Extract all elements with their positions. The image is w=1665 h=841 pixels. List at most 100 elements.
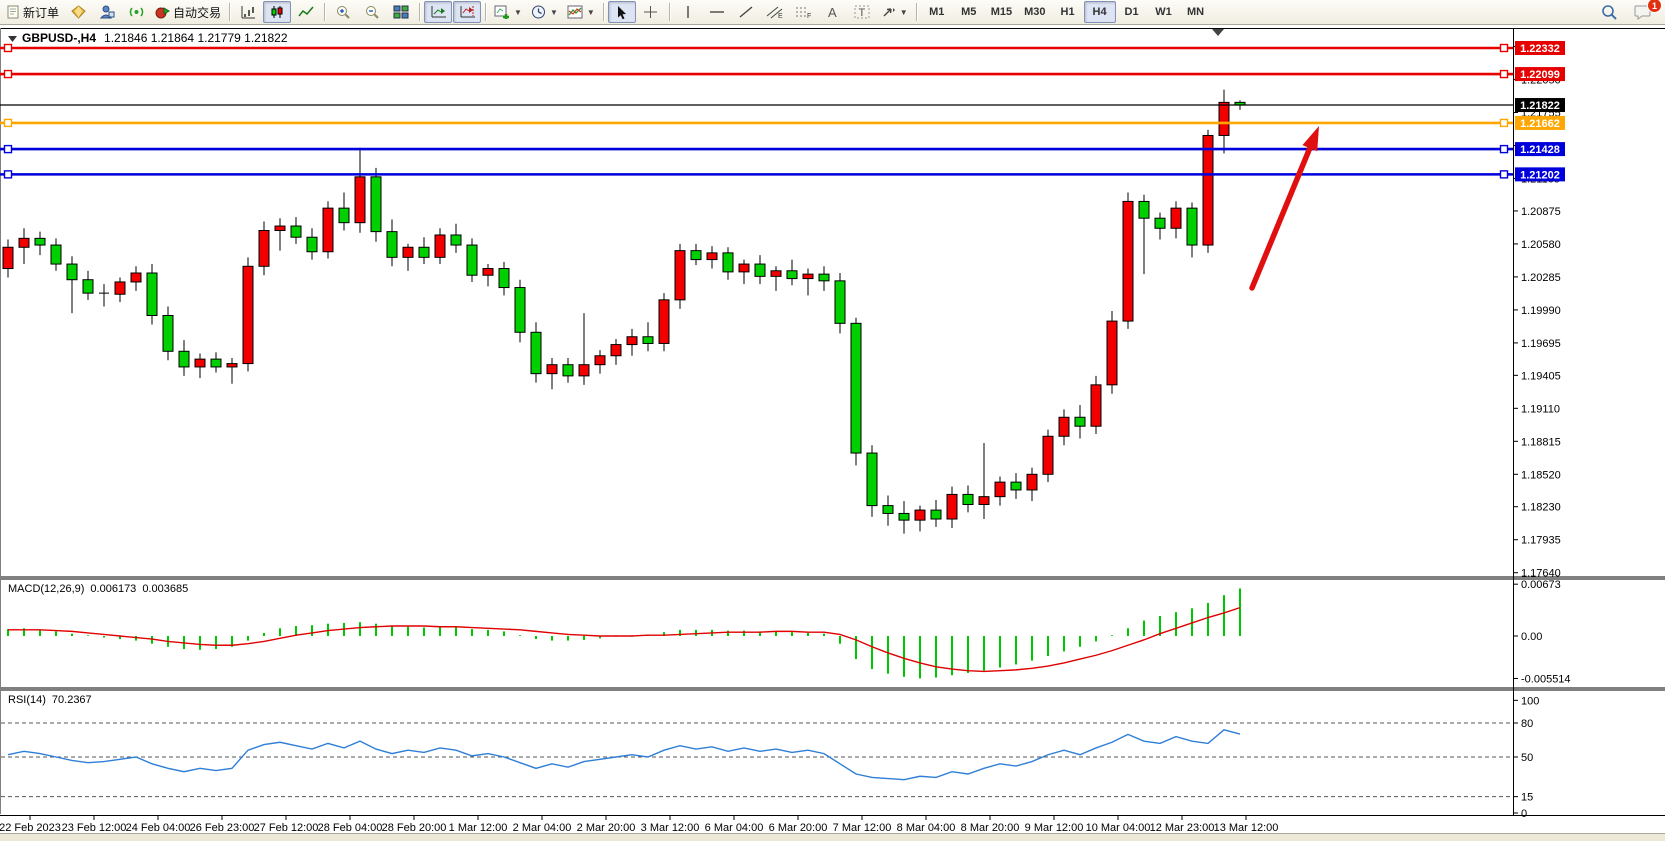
autotrading-button[interactable]: 自动交易 [151, 1, 225, 23]
fibonacci-tool[interactable]: F [790, 1, 818, 23]
timeframe-mn-button[interactable]: MN [1186, 6, 1205, 18]
text-label-icon: T [854, 5, 870, 19]
trendline-icon [739, 6, 753, 18]
trend-arrow-annotation[interactable] [1249, 126, 1319, 291]
svg-text:1.17640: 1.17640 [1521, 568, 1561, 580]
line-anchor[interactable] [3, 170, 13, 179]
line-anchor[interactable] [1499, 144, 1509, 154]
svg-text:E: E [778, 13, 783, 19]
equidistant-channel-tool[interactable]: E [761, 1, 789, 23]
candle-down [178, 350, 190, 368]
price-badge-1.21428: 1.21428 [1515, 142, 1565, 157]
zoom-out-button[interactable] [358, 1, 386, 23]
zoom-in-icon [337, 5, 350, 19]
svg-text:9 Mar 12:00: 9 Mar 12:00 [1025, 822, 1084, 834]
candle-down [146, 272, 158, 316]
time-axis[interactable]: 22 Feb 2023 23 Feb 12:00 24 Feb 04:00 26 Fe… [0, 815, 1278, 834]
tile-windows-button[interactable] [387, 1, 415, 23]
timeframe-h1-button[interactable]: H1 [1060, 6, 1075, 18]
price-axis[interactable]: 1.223451.220501.217551.214601.211651.208… [1513, 41, 1565, 580]
svg-text:1.18230: 1.18230 [1521, 502, 1561, 514]
svg-text:10 Mar 04:00: 10 Mar 04:00 [1086, 822, 1151, 834]
candle-up [1026, 473, 1038, 491]
crosshair-tool-button[interactable] [637, 1, 665, 23]
svg-text:28 Feb 20:00: 28 Feb 20:00 [382, 822, 447, 834]
candle-down [338, 207, 350, 224]
candle-up [1122, 200, 1134, 322]
autoscroll-button[interactable] [424, 1, 453, 23]
line-anchor[interactable] [3, 43, 13, 53]
chart-shift-button[interactable] [453, 1, 482, 23]
new-chart-dropdown[interactable]: ▼ [490, 1, 526, 23]
signals-button[interactable] [122, 1, 150, 23]
vertical-line-tool[interactable] [674, 1, 702, 23]
line-anchor[interactable] [1499, 170, 1509, 179]
clock-icon [531, 5, 545, 19]
price-badge-1.21822: 1.21822 [1515, 98, 1565, 113]
chevron-down-icon: ▼ [586, 7, 595, 17]
svg-text:3 Mar 12:00: 3 Mar 12:00 [641, 822, 700, 834]
timeframe-m15-button[interactable]: M15 [990, 6, 1013, 18]
toolbar-separator [324, 3, 326, 21]
line-anchor[interactable] [1499, 43, 1509, 53]
candle-up [1106, 320, 1118, 386]
horizontal-line-tool[interactable] [703, 1, 731, 23]
notifications-button[interactable]: 1 [1629, 0, 1662, 23]
timeframe-m1-button[interactable]: M1 [929, 6, 945, 18]
community-button[interactable] [93, 1, 121, 23]
indicators-dropdown[interactable]: ▼ [563, 1, 599, 23]
candle-up [354, 176, 366, 224]
timeframe-d1-button[interactable]: D1 [1124, 6, 1139, 18]
line-anchor[interactable] [3, 118, 13, 128]
text-tool[interactable]: A [819, 1, 847, 23]
candlestick-mode-button[interactable] [263, 1, 292, 23]
line-chart-mode-button[interactable] [292, 1, 320, 23]
timeframe-m30-button[interactable]: M30 [1024, 6, 1046, 18]
main-toolbar: 新订单 自动交易 ▼ ▼ [0, 0, 1665, 25]
chevron-down-icon: ▼ [549, 7, 558, 17]
svg-text:1.22332: 1.22332 [1520, 43, 1560, 55]
market-watch-button[interactable] [64, 1, 92, 23]
zoom-out-icon [366, 5, 379, 19]
price-badge-1.21662: 1.21662 [1515, 115, 1565, 130]
tile-windows-icon [393, 5, 409, 19]
timeframe-h4-button[interactable]: H4 [1083, 1, 1116, 23]
periods-dropdown[interactable]: ▼ [527, 1, 562, 23]
svg-text:1.19695: 1.19695 [1521, 338, 1561, 350]
cursor-tool-button[interactable] [607, 1, 636, 23]
candle-down [1186, 207, 1198, 246]
new-order-button[interactable]: 新订单 [2, 1, 63, 23]
macd-label: MACD(12,26,9) 0.006173 0.003685 [8, 583, 188, 595]
fibonacci-icon: F [795, 7, 811, 19]
vertical-line-icon [687, 6, 689, 18]
candle-down [210, 358, 222, 368]
cursor-icon [617, 5, 626, 19]
notification-badge: 1 [1647, 0, 1662, 13]
candle-up [322, 207, 334, 253]
bar-chart-mode-button[interactable] [234, 1, 262, 23]
svg-text:7 Mar 12:00: 7 Mar 12:00 [833, 822, 892, 834]
svg-text:80: 80 [1521, 718, 1533, 730]
text-label-tool[interactable]: T [848, 1, 876, 23]
toolbar-separator [485, 3, 487, 21]
new-order-label: 新订单 [23, 5, 60, 20]
line-anchor[interactable] [1499, 69, 1509, 79]
timeframe-m5-button[interactable]: M5 [961, 6, 977, 18]
line-anchor[interactable] [3, 144, 13, 154]
toolbar-separator [419, 3, 421, 21]
candle-down [1138, 200, 1150, 219]
candle-down [418, 246, 430, 258]
trendline-tool[interactable] [732, 1, 760, 23]
line-anchor[interactable] [3, 69, 13, 79]
shift-marker[interactable] [1212, 29, 1224, 36]
svg-text:1.21662: 1.21662 [1520, 118, 1560, 130]
timeframe-w1-button[interactable]: W1 [1155, 6, 1172, 18]
candle-down [722, 252, 734, 273]
svg-text:GBPUSD-,H41.21846 1.21864 1.21: GBPUSD-,H4 1.21846 1.21864 1.21779 1.2182… [22, 31, 288, 45]
arrows-dropdown[interactable]: ▼ [877, 1, 912, 23]
zoom-in-button[interactable] [329, 1, 357, 23]
arrow-objects-icon [883, 8, 895, 17]
line-anchor[interactable] [1499, 118, 1509, 128]
search-button[interactable] [1595, 1, 1623, 23]
price-chart-canvas[interactable]: 1.223451.220501.217551.214601.211651.208… [0, 25, 1665, 834]
